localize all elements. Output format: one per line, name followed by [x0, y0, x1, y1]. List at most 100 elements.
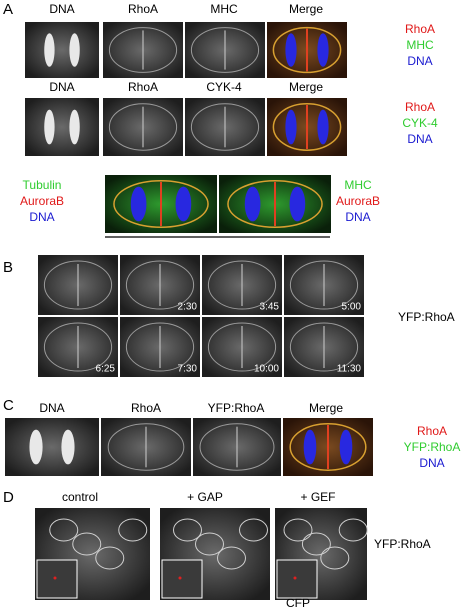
legend-text: DNA — [345, 210, 370, 224]
cell-outline — [190, 27, 260, 73]
micrographs — [5, 22, 373, 600]
chromatin — [244, 186, 261, 222]
cell-outline — [43, 322, 113, 372]
timestamp: 10:00 — [254, 364, 279, 375]
column-header: CYK-4 — [206, 80, 242, 94]
column-header: Merge — [289, 80, 323, 94]
column-header: DNA — [49, 80, 74, 94]
panel-label: C — [3, 397, 14, 414]
cell-outline — [107, 423, 185, 471]
inset — [276, 559, 318, 599]
cell — [217, 546, 246, 570]
cell — [173, 518, 202, 542]
chromatin — [289, 186, 306, 222]
legend-text: RhoA — [405, 100, 435, 114]
cell-outline — [289, 260, 359, 310]
cell — [239, 518, 268, 542]
chromatin — [44, 33, 55, 67]
chromatin — [285, 109, 297, 145]
side-label: YFP:RhoA — [374, 537, 431, 551]
column-header: YFP:RhoA — [208, 401, 265, 415]
column-header: MHC — [210, 2, 238, 16]
cell — [72, 532, 102, 556]
chromatin — [61, 429, 75, 465]
cell-outline — [125, 322, 195, 372]
chromatin — [303, 429, 317, 465]
cell-outline — [125, 260, 195, 310]
cell — [95, 546, 125, 570]
column-header: DNA — [49, 2, 74, 16]
legend-text: DNA — [407, 132, 432, 146]
legend-text: MHC — [344, 178, 372, 192]
legend-text: YFP:RhoA — [404, 440, 461, 454]
legend-text: MHC — [406, 38, 434, 52]
column-header: RhoA — [131, 401, 161, 415]
cell — [301, 532, 331, 556]
column-header: RhoA — [128, 80, 158, 94]
cell — [283, 518, 313, 542]
marker — [53, 576, 57, 580]
panel-label: B — [3, 259, 13, 276]
panel-label: A — [3, 1, 13, 18]
inset-label: CFP — [286, 596, 310, 610]
cell-outline — [207, 322, 277, 372]
cell — [49, 518, 79, 542]
cell — [118, 518, 148, 542]
legend-text: DNA — [419, 456, 444, 470]
legend-text: RhoA — [405, 22, 435, 36]
chromatin — [317, 33, 329, 67]
chromatin — [285, 33, 297, 67]
legend-text: Tubulin — [23, 178, 62, 192]
legend-text: AuroraB — [336, 194, 380, 208]
inset — [161, 559, 203, 599]
timestamp: 11:30 — [337, 364, 362, 375]
legend-text: CYK-4 — [402, 116, 438, 130]
timestamp: 5:00 — [342, 302, 362, 313]
side-label: YFP:RhoA — [398, 310, 455, 324]
timestamp: 2:30 — [178, 302, 198, 313]
micrograph — [25, 22, 99, 78]
column-header: + GAP — [187, 490, 223, 504]
panel-label: D — [3, 489, 14, 506]
micrograph — [25, 98, 99, 156]
cell-outline — [113, 180, 209, 228]
cell-outline — [289, 322, 359, 372]
inset — [36, 559, 78, 599]
cell-outline — [199, 423, 275, 471]
chromatin — [130, 186, 147, 222]
cell-outline — [207, 260, 277, 310]
chromatin — [317, 109, 329, 145]
column-header: RhoA — [128, 2, 158, 16]
cell — [195, 532, 224, 556]
legend-text: AuroraB — [20, 194, 64, 208]
cell-outline — [108, 27, 178, 73]
timestamp: 6:25 — [96, 364, 116, 375]
column-header: DNA — [39, 401, 64, 415]
legend-text: DNA — [29, 210, 54, 224]
cell — [338, 518, 368, 542]
column-header: Merge — [309, 401, 343, 415]
cell — [320, 546, 350, 570]
chromatin — [29, 429, 43, 465]
timestamp: 7:30 — [178, 364, 198, 375]
marker — [293, 576, 297, 580]
column-header: control — [62, 490, 98, 504]
cell-outline — [272, 103, 342, 151]
cell-outline — [190, 103, 260, 151]
cell-outline — [43, 260, 113, 310]
timestamp: 3:45 — [260, 302, 280, 313]
column-header: Merge — [289, 2, 323, 16]
chromatin — [339, 429, 353, 465]
cell-outline — [289, 423, 367, 471]
marker — [178, 576, 182, 580]
cell-outline — [227, 180, 323, 228]
legend-text: DNA — [407, 54, 432, 68]
chromatin — [69, 109, 80, 145]
cell-outline — [272, 26, 342, 74]
chromatin — [175, 186, 192, 222]
chromatin — [69, 33, 80, 67]
micrograph — [5, 418, 99, 476]
legend-text: RhoA — [417, 424, 447, 438]
chromatin — [44, 109, 55, 145]
